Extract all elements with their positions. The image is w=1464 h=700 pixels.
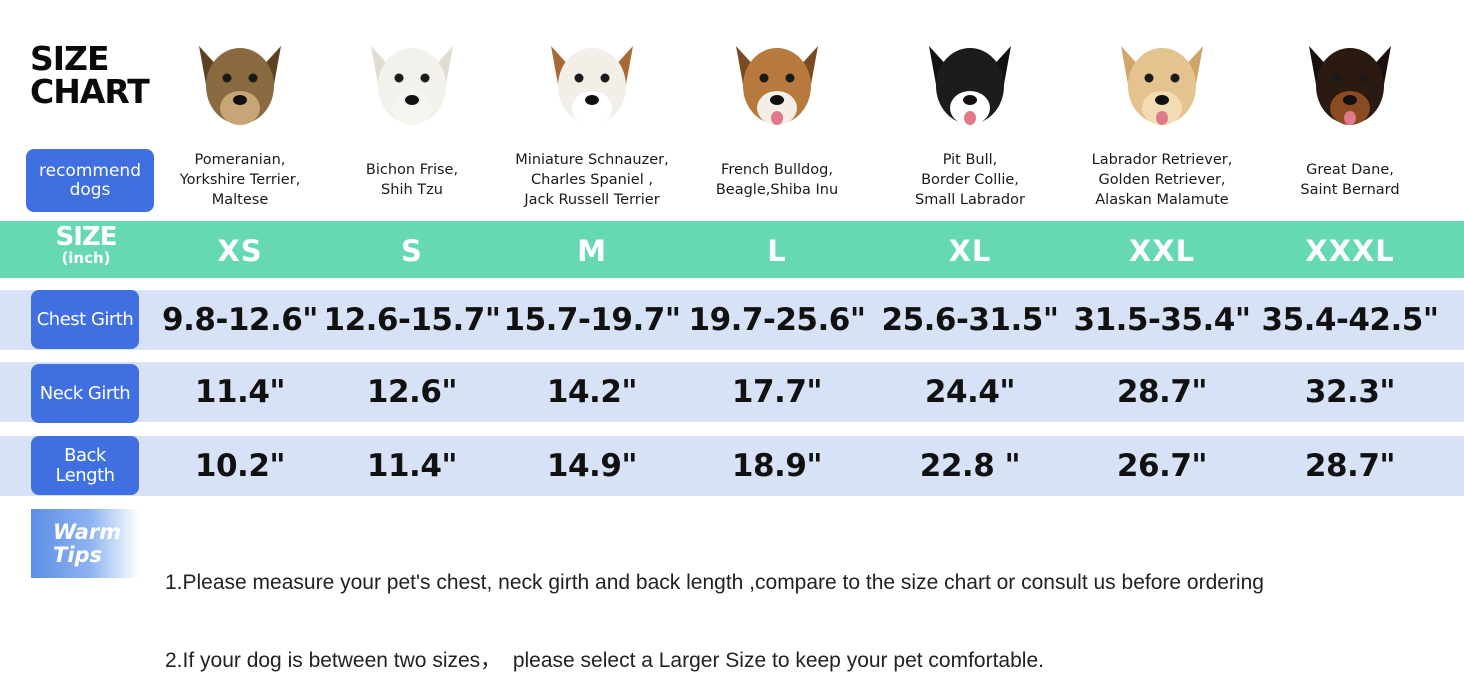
warm-tips-text: 1.Please measure your pet's chest, neck … xyxy=(165,518,1264,700)
jack-russell-photo-icon xyxy=(537,28,647,140)
measurement-label: Chest Girth xyxy=(31,290,139,349)
border-collie-photo-icon xyxy=(915,28,1025,140)
size-value: XXXL xyxy=(1305,234,1395,268)
yorkshire-terrier-photo-icon xyxy=(185,28,295,140)
beagle-photo-icon xyxy=(722,28,832,140)
measurement-value: 12.6-15.7" xyxy=(323,302,502,338)
measurement-value: 32.3" xyxy=(1304,374,1396,410)
doberman-photo-icon xyxy=(1295,28,1405,140)
recommend-dogs-label: recommend dogs xyxy=(26,149,154,212)
breed-list: Pit Bull, Border Collie, Small Labrador xyxy=(915,152,1025,208)
measurement-value: 17.7" xyxy=(731,374,823,410)
size-value: XL xyxy=(948,234,992,268)
size-value: XXL xyxy=(1128,234,1196,268)
measurement-value: 14.2" xyxy=(546,374,638,410)
measurement-value: 9.8-12.6" xyxy=(162,302,318,338)
golden-retriever-photo-icon xyxy=(1107,28,1217,140)
size-band xyxy=(0,221,1464,278)
size-chart-title: SIZE CHART xyxy=(30,39,150,111)
breed-list: Bichon Frise, Shih Tzu xyxy=(365,162,459,198)
measurement-value: 18.9" xyxy=(731,448,823,484)
measurement-value: 10.2" xyxy=(194,448,286,484)
breed-list: Great Dane, Saint Bernard xyxy=(1300,162,1400,198)
measurement-value: 24.4" xyxy=(924,374,1016,410)
measurement-row-band xyxy=(0,436,1464,496)
measurement-value: 19.7-25.6" xyxy=(688,302,867,338)
breed-list: Pomeranian, Yorkshire Terrier, Maltese xyxy=(179,152,301,208)
tip-line-2: 2.If your dog is between two sizes， plea… xyxy=(165,649,1044,672)
measurement-value: 22.8 " xyxy=(919,448,1021,484)
measurement-value: 12.6" xyxy=(366,374,458,410)
size-value: M xyxy=(577,234,607,268)
size-unit-label: SIZE (inch) xyxy=(30,224,142,266)
measurement-value: 11.4" xyxy=(366,448,458,484)
measurement-value: 25.6-31.5" xyxy=(881,302,1060,338)
measurement-value: 26.7" xyxy=(1116,448,1208,484)
size-label-main: SIZE xyxy=(55,222,117,252)
size-value: S xyxy=(401,234,423,268)
size-label-unit: (inch) xyxy=(61,249,111,267)
measurement-value: 28.7" xyxy=(1116,374,1208,410)
size-value: L xyxy=(767,234,787,268)
measurement-value: 14.9" xyxy=(546,448,638,484)
measurement-value: 28.7" xyxy=(1304,448,1396,484)
bichon-frise-photo-icon xyxy=(357,28,467,140)
breed-list: French Bulldog, Beagle,Shiba Inu xyxy=(715,162,839,198)
measurement-value: 15.7-19.7" xyxy=(503,302,682,338)
breed-list: Miniature Schnauzer, Charles Spaniel , J… xyxy=(515,152,669,208)
measurement-row-band xyxy=(0,290,1464,350)
measurement-value: 11.4" xyxy=(194,374,286,410)
breed-list: Labrador Retriever, Golden Retriever, Al… xyxy=(1091,152,1233,208)
warm-tips-badge: Warm Tips xyxy=(31,509,139,578)
size-value: XS xyxy=(217,234,263,268)
measurement-row-band xyxy=(0,362,1464,422)
measurement-value: 31.5-35.4" xyxy=(1073,302,1252,338)
measurement-label: Neck Girth xyxy=(31,364,139,423)
measurement-value: 35.4-42.5" xyxy=(1261,302,1440,338)
tip-line-1: 1.Please measure your pet's chest, neck … xyxy=(165,571,1264,594)
measurement-label: Back Length xyxy=(31,436,139,495)
